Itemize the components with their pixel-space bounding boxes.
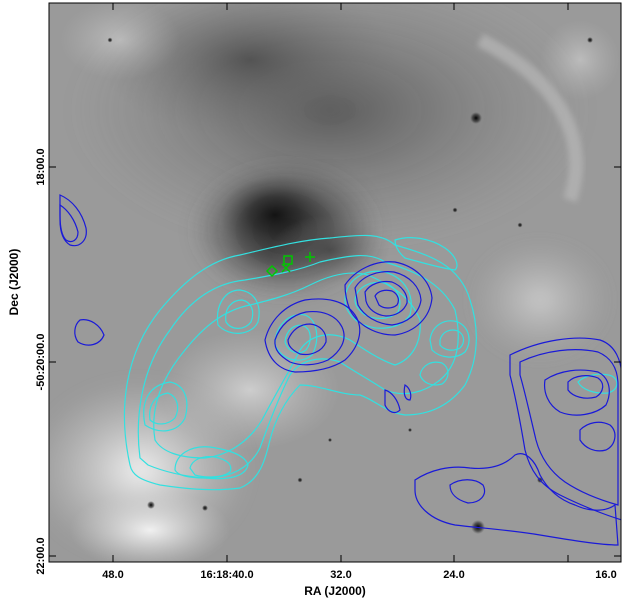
- x-tick-labels: 48.0 16:18:40.0 32.0 24.0 16.0: [102, 569, 616, 581]
- diamond-marker: [265, 264, 279, 278]
- x-axis-label: RA (J2000): [304, 584, 366, 598]
- x-tick-label: 32.0: [330, 569, 351, 581]
- x-cross-marker: [281, 263, 291, 273]
- cyan-contours: [123, 234, 618, 491]
- square-marker: [283, 255, 293, 265]
- axis-ticks: [49, 3, 621, 562]
- y-axis-label: Dec (J2000): [7, 249, 21, 316]
- x-tick-label: 16.0: [595, 569, 616, 581]
- blue-contours: [59, 194, 621, 546]
- plot-frame: [48, 2, 622, 563]
- green-source-markers: [265, 252, 315, 278]
- x-tick-label: 48.0: [102, 569, 123, 581]
- x-tick-label: 16:18:40.0: [200, 569, 253, 581]
- plus-marker: [305, 252, 315, 262]
- grayscale-sky-image: [49, 3, 621, 562]
- x-tick-label: 24.0: [443, 569, 464, 581]
- y-tick-labels: 22:00.0 -50:20:00.0 18:00.0: [35, 148, 47, 574]
- y-tick-label: 18:00.0: [35, 148, 47, 185]
- y-tick-label: 22:00.0: [35, 537, 47, 574]
- y-tick-label: -50:20:00.0: [35, 334, 47, 391]
